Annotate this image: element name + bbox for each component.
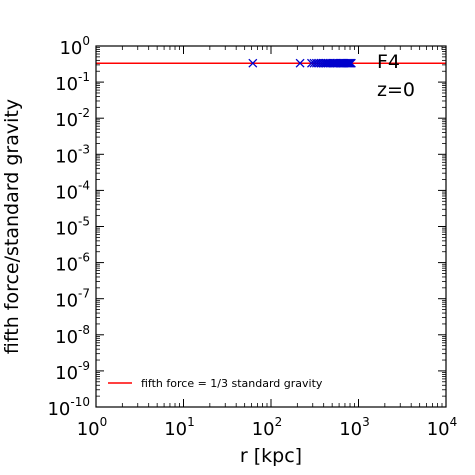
y-tick-exponent: -1	[78, 70, 90, 84]
y-tick-label: 10-2	[55, 106, 90, 131]
scatter-point	[344, 58, 354, 68]
legend: fifth force = 1/3 standard gravity	[108, 377, 323, 390]
y-tick-label: 100	[59, 34, 90, 59]
x-axis-label: r [kpc]	[240, 445, 302, 467]
annotation-model-label: F4	[377, 51, 400, 73]
y-tick-exponent: -6	[78, 251, 90, 265]
plot-area	[96, 58, 446, 68]
x-tick-label: 102	[252, 415, 283, 440]
scatter-point	[311, 58, 321, 68]
x-tick-exponent: 3	[362, 415, 370, 429]
y-axis-label: fifth force/standard gravity	[1, 99, 23, 354]
y-tick-label: 10-5	[55, 215, 90, 240]
x-tick-exponent: 2	[275, 415, 283, 429]
y-tick-label: 10-1	[55, 70, 90, 95]
scatter-point	[345, 58, 355, 68]
y-tick-exponent: -2	[78, 106, 90, 120]
y-tick-exponent: -4	[78, 178, 90, 192]
scatter-point-stroke	[344, 58, 354, 68]
x-tick-exponent: 0	[100, 415, 108, 429]
tick-marks	[95, 45, 447, 408]
y-tick-exponent: -8	[78, 323, 90, 337]
x-tick-labels: 100 101 102 103 104	[77, 415, 458, 440]
y-tick-exponent: 0	[82, 34, 90, 48]
y-tick-exponent: -10	[70, 395, 90, 409]
y-tick-exponent: -9	[78, 359, 90, 373]
y-tick-label: 10-7	[55, 287, 90, 312]
x-tick-label: 100	[77, 415, 108, 440]
x-tick-exponent: 1	[187, 415, 195, 429]
y-tick-labels: 100 10-1 10-2 10-3 10-4 10-5 10-6 10-7 10-8 10-9 1…	[47, 34, 90, 420]
scatter-point-stroke	[311, 58, 321, 68]
scatter-point-stroke	[346, 58, 355, 68]
annotation-redshift-label: z=0	[377, 79, 415, 101]
scatter-point	[248, 58, 258, 68]
y-tick-label: 10-4	[55, 178, 90, 203]
scatter-point-stroke	[295, 58, 305, 68]
x-tick-exponent: 4	[450, 415, 458, 429]
y-tick-label: 10-6	[55, 251, 90, 276]
scatter-point-stroke	[343, 58, 353, 68]
y-tick-label: 10-8	[55, 323, 90, 348]
x-tick-label: 104	[427, 415, 458, 440]
scatter-point	[343, 58, 353, 68]
y-tick-label: 10-3	[55, 142, 90, 167]
y-tick-exponent: -3	[78, 142, 90, 156]
x-tick-label: 103	[339, 415, 370, 440]
scatter-point-stroke	[345, 58, 355, 68]
y-tick-label: 10-10	[47, 395, 90, 420]
scatter-point	[346, 58, 356, 68]
y-tick-label: 10-9	[55, 359, 90, 384]
x-tick-label: 101	[164, 415, 195, 440]
scatter-point-stroke	[346, 58, 356, 68]
scatter-point	[295, 58, 305, 68]
scatter-point-stroke	[248, 58, 258, 68]
scatter-point	[346, 58, 355, 68]
legend-label: fifth force = 1/3 standard gravity	[141, 377, 323, 390]
y-tick-exponent: -5	[78, 215, 90, 229]
y-tick-exponent: -7	[78, 287, 90, 301]
